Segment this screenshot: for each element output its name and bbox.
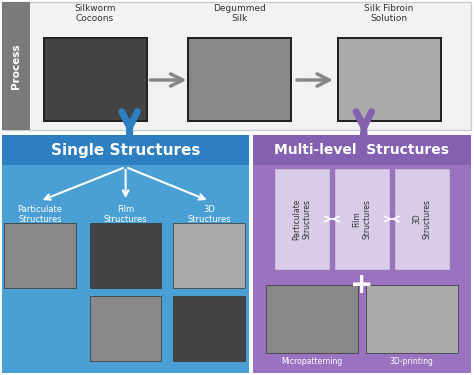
Text: Silkworm
Cocoons: Silkworm Cocoons — [74, 4, 116, 23]
Text: Single Structures: Single Structures — [51, 142, 201, 158]
Bar — [337, 37, 442, 122]
Text: 3D
Structures: 3D Structures — [188, 205, 231, 224]
Bar — [190, 39, 290, 120]
Text: Film
Structures: Film Structures — [352, 199, 372, 239]
Bar — [173, 296, 245, 361]
Bar — [266, 285, 358, 353]
Bar — [187, 37, 292, 122]
Bar — [253, 135, 471, 373]
Bar — [90, 296, 162, 361]
Bar — [335, 169, 389, 269]
Bar — [173, 223, 245, 288]
Text: 3D-printing: 3D-printing — [390, 357, 434, 366]
Bar — [395, 169, 448, 269]
Text: 3D
Structures: 3D Structures — [412, 199, 431, 239]
Text: +: + — [350, 271, 374, 299]
Text: Silk Fibroin
Solution: Silk Fibroin Solution — [364, 4, 413, 23]
Bar — [2, 135, 249, 373]
Text: Particulate
Structures: Particulate Structures — [292, 198, 312, 240]
Bar — [90, 223, 162, 288]
Text: Film
Structures: Film Structures — [104, 205, 147, 224]
Text: Process: Process — [11, 43, 21, 89]
Bar — [339, 39, 439, 120]
Text: Degummed
Silk: Degummed Silk — [213, 4, 266, 23]
Bar — [275, 169, 329, 269]
Text: Particulate
Structures: Particulate Structures — [18, 205, 63, 224]
Bar — [43, 37, 147, 122]
Bar — [2, 2, 471, 130]
Bar — [4, 223, 76, 288]
Bar — [2, 135, 249, 165]
Bar — [366, 285, 457, 353]
Bar — [253, 135, 471, 165]
Bar — [45, 39, 146, 120]
Bar — [2, 2, 30, 130]
Text: Multi-level  Structures: Multi-level Structures — [274, 143, 449, 157]
Text: Micropatterning: Micropatterning — [282, 357, 343, 366]
